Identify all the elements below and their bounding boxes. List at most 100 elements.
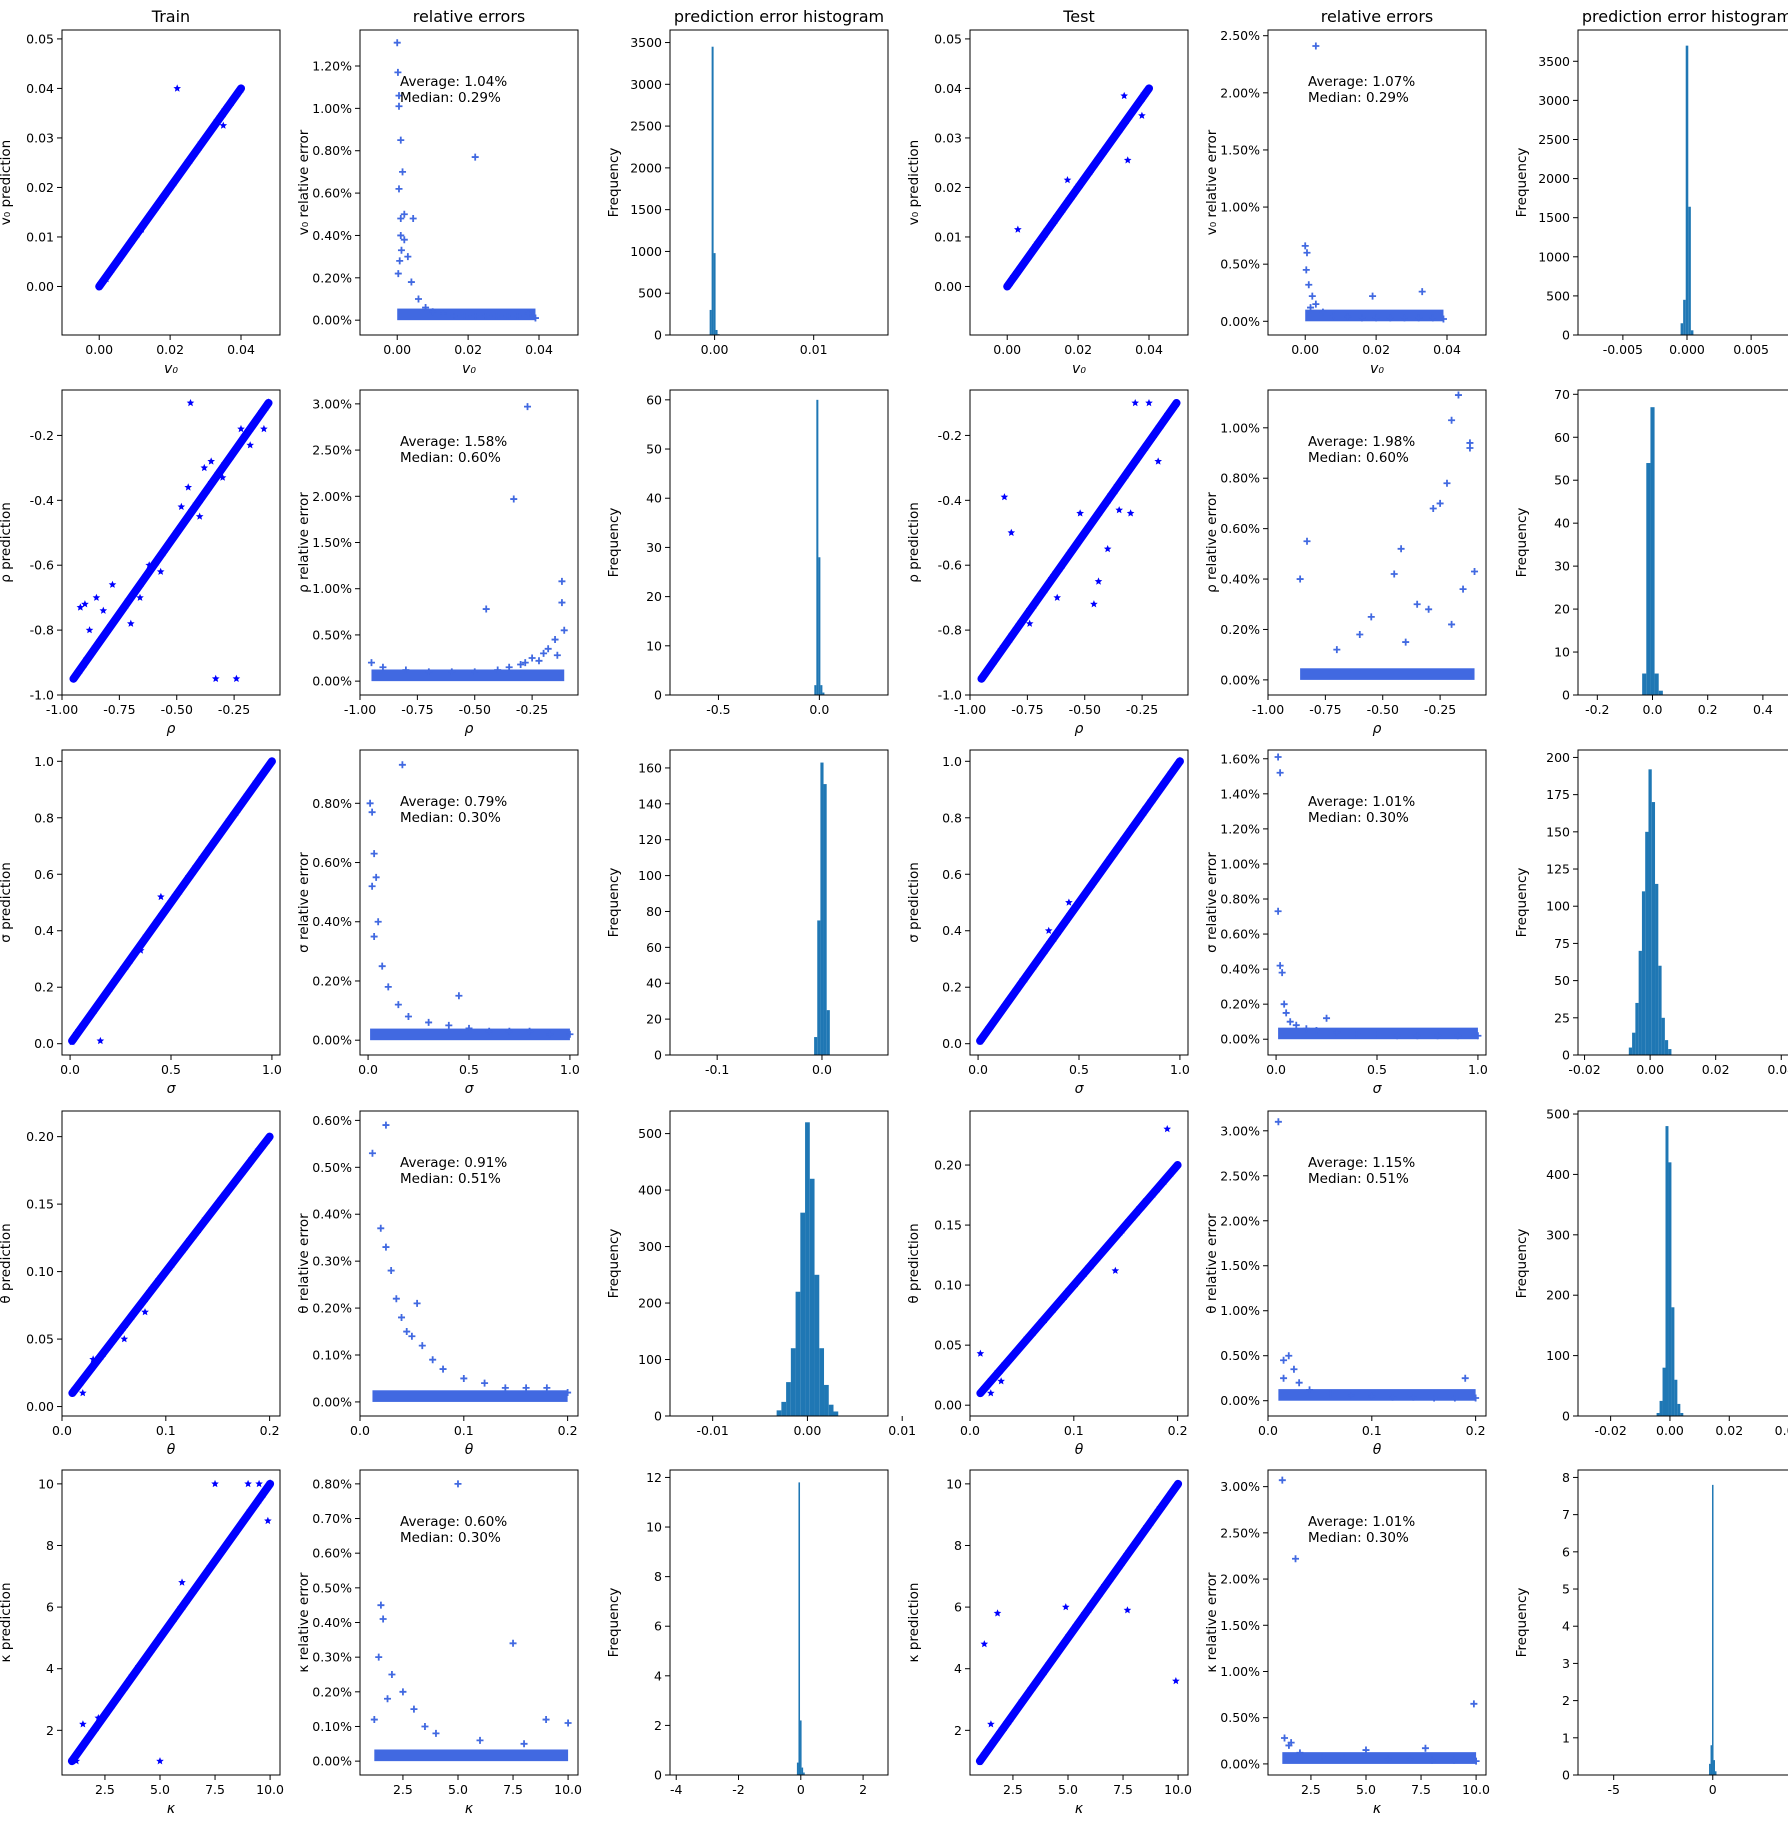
star-marker [172,1610,181,1618]
x-axis-label: ρ [167,721,176,737]
star-marker [1091,1595,1100,1603]
x-axis-label: θ [1075,1442,1084,1458]
y-tick-label: 0.15 [934,1218,962,1233]
star-marker [1115,843,1124,851]
star-marker [1124,830,1133,838]
star-marker [1122,471,1130,479]
y-tick-label: 0.60% [1220,521,1260,536]
star-marker [1117,475,1126,484]
y-tick-label: 0.00% [312,1033,352,1048]
star-marker [142,571,150,579]
star-marker [90,1006,99,1014]
histogram-bar [1642,673,1647,695]
histogram-bar [1628,1047,1633,1055]
plus-marker [535,657,543,665]
star-marker [122,601,130,609]
star-marker [1045,938,1054,946]
stats-annotation: Median: 0.29% [400,90,501,106]
star-marker [209,838,218,846]
star-marker [1009,1350,1018,1358]
x-tick-label: -1.00 [954,702,986,717]
x-tick-label: 0.0 [968,1062,988,1077]
plus-marker [492,312,500,320]
plus-marker [1290,1365,1298,1373]
y-tick-label: 4 [654,1668,662,1683]
star-marker [1103,545,1112,553]
axes-frame [61,1110,281,1417]
chart-panel: 0.00 0.02 0.04 0.00 0.01 0.02 0.03 0.04 0.05 v₀ v₀… [0,29,281,377]
plus-marker [1386,314,1394,322]
star-marker [136,593,144,601]
star-marker [181,516,189,524]
plus-marker [398,761,406,769]
star-marker [237,1169,245,1177]
plus-marker [524,403,532,411]
star-marker [84,1015,92,1023]
star-marker [86,1012,94,1020]
y-tick-label: 300 [638,1239,662,1254]
star-marker [987,1741,995,1749]
y-tick-label: 40 [646,491,662,506]
y-tick-label: 2.00% [1220,1213,1260,1228]
star-marker [1012,986,1020,994]
x-tick-label: 5.0 [448,1782,468,1797]
y-axis-label: ρ prediction [906,502,922,583]
star-marker [1144,802,1153,810]
star-marker [177,1603,185,1611]
plus-marker [1303,249,1311,257]
star-marker [200,463,209,472]
x-tick-label: 0 [1709,1782,1717,1797]
star-marker [1028,604,1036,612]
star-marker [263,764,272,772]
star-marker [79,1389,87,1397]
star-marker [1050,934,1058,942]
star-marker [978,1754,986,1762]
star-marker [1113,481,1122,489]
star-marker [1153,1185,1162,1193]
y-tick-label: 8 [1562,1470,1570,1485]
plus-marker [1292,1555,1300,1563]
star-marker [78,663,86,671]
stats-annotation: Median: 0.60% [1308,450,1409,466]
plus-marker [481,1379,489,1387]
plus-marker [1454,391,1462,399]
star-marker [1158,1179,1166,1187]
star-marker [1063,1288,1071,1296]
star-marker [223,820,231,828]
plus-marker [1274,753,1282,761]
star-marker [1086,882,1094,890]
star-marker [1034,1322,1042,1330]
y-tick-label: 1500 [630,202,662,217]
plus-marker [1302,1025,1310,1033]
star-marker [148,563,157,571]
plus-marker [1281,1734,1289,1742]
plus-marker [1372,314,1380,322]
axes-frame [1267,389,1487,696]
plus-marker [551,636,559,644]
x-tick-label: 0.00 [993,342,1021,357]
plus-marker [1418,288,1426,296]
y-axis-label: Frequency [1514,508,1530,578]
star-marker [183,1596,192,1604]
plus-marker [1373,1030,1381,1038]
y-tick-label: 1.20% [1220,821,1260,836]
star-marker [1014,621,1023,629]
star-marker [104,625,113,633]
star-marker [179,1245,187,1254]
chart-panel: 0.00 0.01 0 500 1000 1500 2000 2500 3000 3500 Freq… [606,29,889,357]
x-axis-label: v₀ [1072,361,1086,377]
y-axis-label: σ relative error [1204,852,1220,953]
histogram-bar [803,1772,805,1775]
x-tick-label: 1.0 [262,1062,282,1077]
plus-marker [1285,1352,1293,1360]
axes-frame [1577,1110,1788,1417]
plus-marker [471,153,479,161]
star-marker [140,220,148,229]
chart-panel: -5 0 0 1 2 3 4 5 6 7 8 Frequency [1514,1469,1788,1797]
y-tick-label: 0.00 [26,279,54,294]
x-tick-label: 0.0 [812,1062,832,1077]
x-tick-label: 0.00 [701,342,729,357]
star-marker [246,1506,254,1514]
star-marker [225,454,233,462]
star-marker [1104,858,1112,866]
